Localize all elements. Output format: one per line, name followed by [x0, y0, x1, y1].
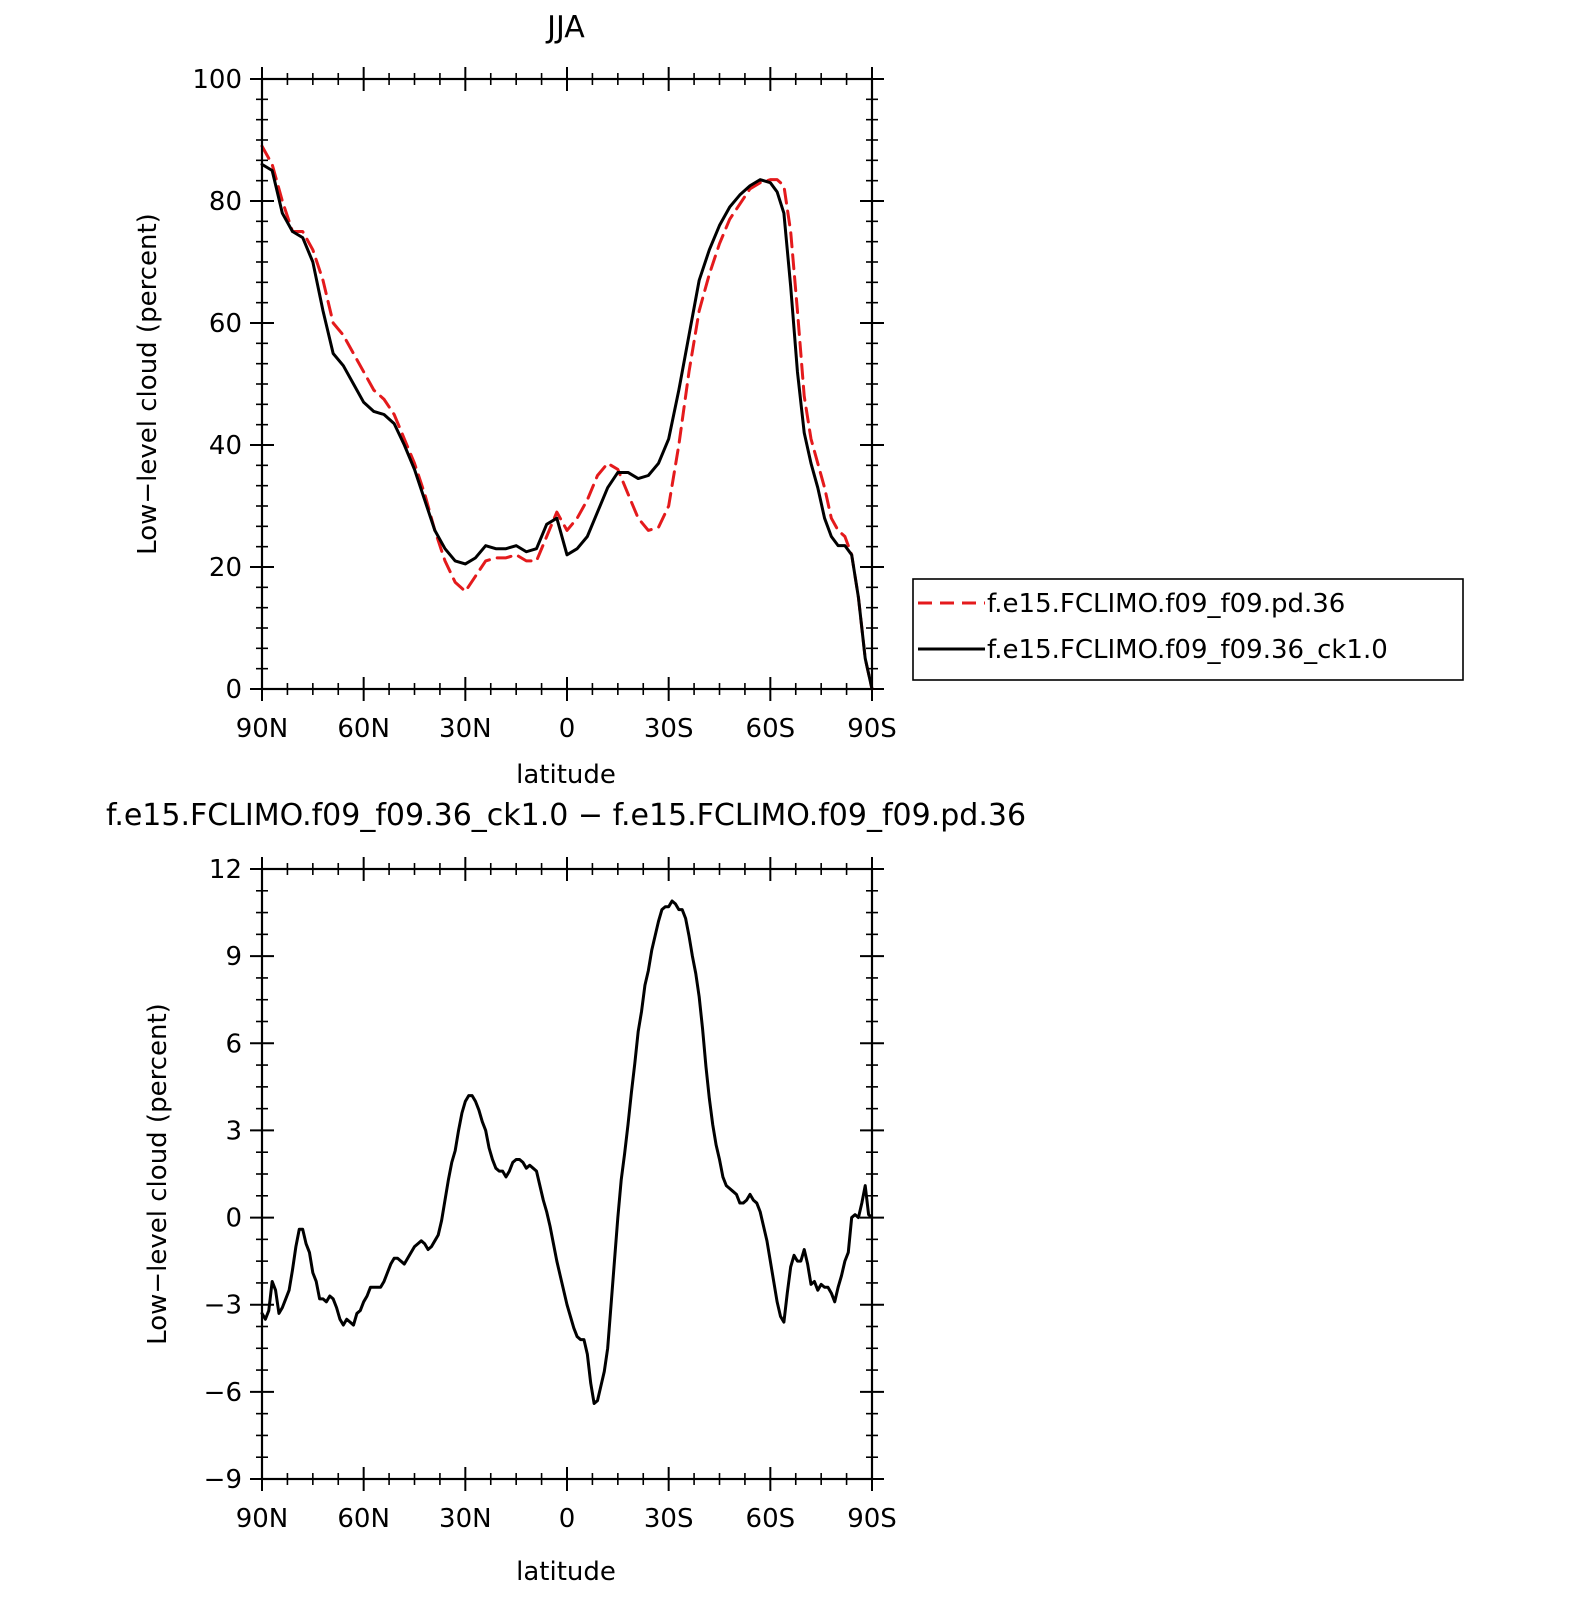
top-y-tick-label: 20	[209, 553, 242, 583]
bottom-x-tick-label: 30S	[644, 1504, 694, 1534]
bottom-x-tick-label: 60S	[746, 1504, 796, 1534]
top-y-tick-label: 80	[209, 187, 242, 217]
top-x-tick-label: 30S	[644, 714, 694, 744]
top-chart-frame	[260, 77, 874, 691]
bottom-x-tick-label: 90N	[236, 1504, 289, 1534]
top-chart-series	[260, 144, 874, 691]
bottom-y-tick-label: −3	[204, 1291, 242, 1321]
top-x-tick-label: 60N	[337, 714, 390, 744]
legend-label-control: f.e15.FCLIMO.f09_f09.pd.36	[987, 589, 1345, 619]
top-y-tick-label: 0	[225, 675, 242, 705]
bottom-x-tick-label: 60N	[337, 1504, 390, 1534]
top-x-tick-label: 30N	[439, 714, 492, 744]
top-series-line-1	[260, 162, 874, 691]
top-x-tick-label: 0	[559, 714, 576, 744]
bottom-y-tick-label: 12	[209, 855, 242, 885]
bottom-x-tick-label: 90S	[847, 1504, 897, 1534]
top-x-tick-label: 90S	[847, 714, 897, 744]
bottom-y-tick-label: −6	[204, 1378, 242, 1408]
bottom-y-tick-label: 9	[225, 942, 242, 972]
bottom-chart: f.e15.FCLIMO.f09_f09.36_ck1.0 − f.e15.FC…	[106, 798, 1026, 1587]
top-y-tick-label: 40	[209, 431, 242, 461]
top-series-line-0	[260, 144, 874, 691]
bottom-chart-ylabel: Low−level cloud (percent)	[143, 1003, 173, 1345]
top-chart: JJA Low−level cloud (percent) latitude 0…	[133, 10, 1464, 790]
bottom-chart-frame	[260, 867, 874, 1481]
top-chart-ylabel: Low−level cloud (percent)	[133, 213, 163, 555]
bottom-x-tick-label: 30N	[439, 1504, 492, 1534]
bottom-chart-title: f.e15.FCLIMO.f09_f09.36_ck1.0 − f.e15.FC…	[106, 798, 1026, 833]
bottom-chart-series	[260, 899, 874, 1405]
top-x-tick-label: 60S	[746, 714, 796, 744]
top-chart-ticks: 0 20 40 60 80 100 90N 60N 30N 0 30S 60S 90S	[192, 65, 896, 744]
top-y-tick-label: 60	[209, 309, 242, 339]
bottom-chart-xlabel: latitude	[516, 1557, 616, 1587]
top-chart-xlabel: latitude	[516, 760, 616, 790]
legend-label-experiment: f.e15.FCLIMO.f09_f09.36_ck1.0	[987, 635, 1388, 665]
bottom-series-line-0	[260, 899, 874, 1405]
top-y-tick-label: 100	[192, 65, 242, 95]
legend-box	[912, 578, 1464, 681]
bottom-y-tick-label: 3	[225, 1116, 242, 1146]
legend: f.e15.FCLIMO.f09_f09.pd.36 f.e15.FCLIMO.…	[912, 578, 1464, 681]
top-chart-title: JJA	[545, 10, 585, 45]
bottom-y-tick-label: −9	[204, 1465, 242, 1495]
bottom-x-tick-label: 0	[559, 1504, 576, 1534]
top-x-tick-label: 90N	[236, 714, 289, 744]
bottom-chart-ticks: −9 −6 −3 0 3 6 9 12 90N 60N 30N 0 30S 60S 90S	[204, 855, 897, 1534]
bottom-y-tick-label: 6	[225, 1029, 242, 1059]
bottom-y-tick-label: 0	[225, 1204, 242, 1234]
